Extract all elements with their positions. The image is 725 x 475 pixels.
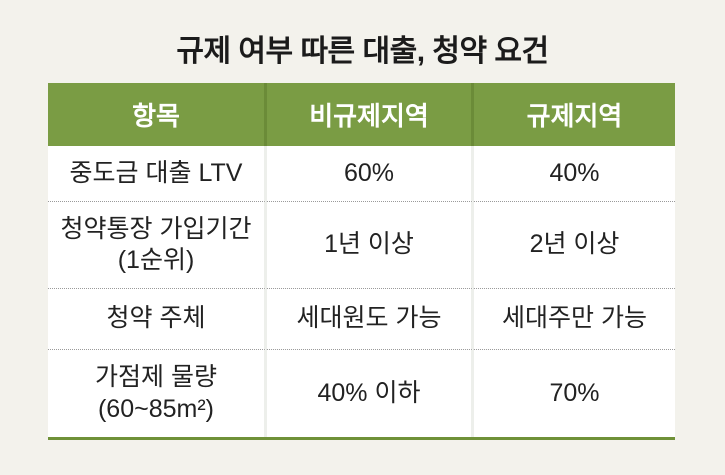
row-applicant-item-line1: 청약 주체 [106, 304, 206, 333]
row-ltv-item-line1: 중도금 대출 LTV [69, 158, 243, 187]
row-subscription-period-item-line1: 청약통장 가입기간 [60, 214, 252, 243]
column-header-regulated: 규제지역 [474, 83, 675, 146]
row-subscription-period-item-line2: (1순위) [117, 246, 195, 274]
row-points-quota-regulated-value: 70% [474, 350, 675, 437]
column-header-item: 항목 [48, 83, 267, 146]
row-points-quota-item: 가점제 물량 (60~85m²) [48, 350, 267, 437]
row-applicant-item: 청약 주체 [48, 289, 267, 350]
row-points-quota-item-line1: 가점제 물량 [95, 363, 217, 392]
row-points-quota-non-regulated-value: 40% 이하 [267, 350, 474, 437]
column-header-non-regulated: 비규제지역 [267, 83, 474, 146]
page-title: 규제 여부 따른 대출, 청약 요건 [176, 35, 549, 68]
row-applicant-regulated-value: 세대주만 가능 [474, 289, 675, 350]
row-applicant-non-regulated-value: 세대원도 가능 [267, 289, 474, 350]
row-ltv-regulated-value: 40% [474, 146, 675, 202]
row-points-quota-item-line2: (60~85m²) [97, 394, 214, 423]
row-ltv-non-regulated-value: 60% [267, 146, 474, 202]
row-subscription-period-regulated-value: 2년 이상 [474, 202, 675, 289]
row-ltv-item: 중도금 대출 LTV [48, 146, 267, 202]
row-subscription-period-non-regulated-value: 1년 이상 [267, 202, 474, 289]
requirements-table: 항목 비규제지역 규제지역 중도금 대출 LTV 60% 40% 청약통장 가입… [48, 83, 675, 440]
row-subscription-period-item: 청약통장 가입기간 (1순위) [48, 202, 267, 289]
